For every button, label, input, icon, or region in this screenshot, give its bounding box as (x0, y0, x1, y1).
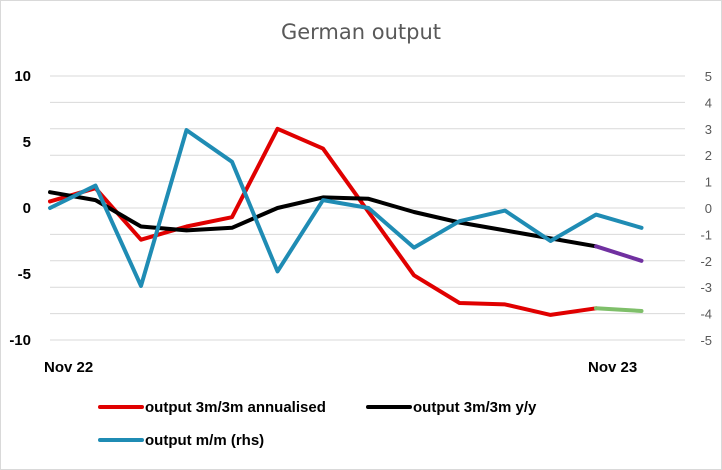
right-tick-label: 4 (705, 95, 712, 110)
series-projection-2 (594, 244, 644, 263)
left-axis-ticks: 10 5 0 -5 -10 (9, 68, 31, 349)
x-axis-ticks: Nov 22 Nov 23 (44, 359, 637, 376)
x-tick-label: Nov 22 (44, 359, 93, 376)
legend-label: output m/m (rhs) (145, 432, 264, 449)
chart-title: German output (280, 20, 442, 44)
right-tick-label: 5 (705, 69, 712, 84)
legend-label: output 3m/3m annualised (145, 399, 326, 416)
right-tick-label: 3 (705, 122, 712, 137)
right-tick-label: 2 (705, 148, 712, 163)
left-tick-label: 5 (23, 134, 31, 151)
right-axis-ticks: 5 4 3 2 1 0 -1 -2 -3 -4 -5 (700, 69, 712, 348)
right-tick-label: 0 (705, 201, 712, 216)
right-tick-label: -1 (700, 227, 712, 242)
left-tick-label: 0 (23, 200, 31, 217)
legend-label: output 3m/3m y/y (413, 399, 537, 416)
left-tick-label: 10 (14, 68, 31, 85)
series-line-2 (48, 190, 598, 249)
series-projection-1 (594, 306, 644, 313)
right-tick-label: -3 (700, 280, 712, 295)
left-tick-label: -5 (18, 266, 31, 283)
right-tick-label: 1 (705, 175, 712, 190)
legend: output 3m/3m annualised output 3m/3m y/y o… (98, 399, 537, 449)
series-lines (48, 126, 644, 317)
x-tick-label: Nov 23 (588, 359, 637, 376)
left-tick-label: -10 (9, 332, 31, 349)
series-line-3 (48, 128, 644, 288)
series-line-1 (48, 126, 598, 317)
right-tick-label: -5 (700, 333, 712, 348)
right-tick-label: -2 (700, 254, 712, 269)
right-tick-label: -4 (700, 307, 712, 322)
